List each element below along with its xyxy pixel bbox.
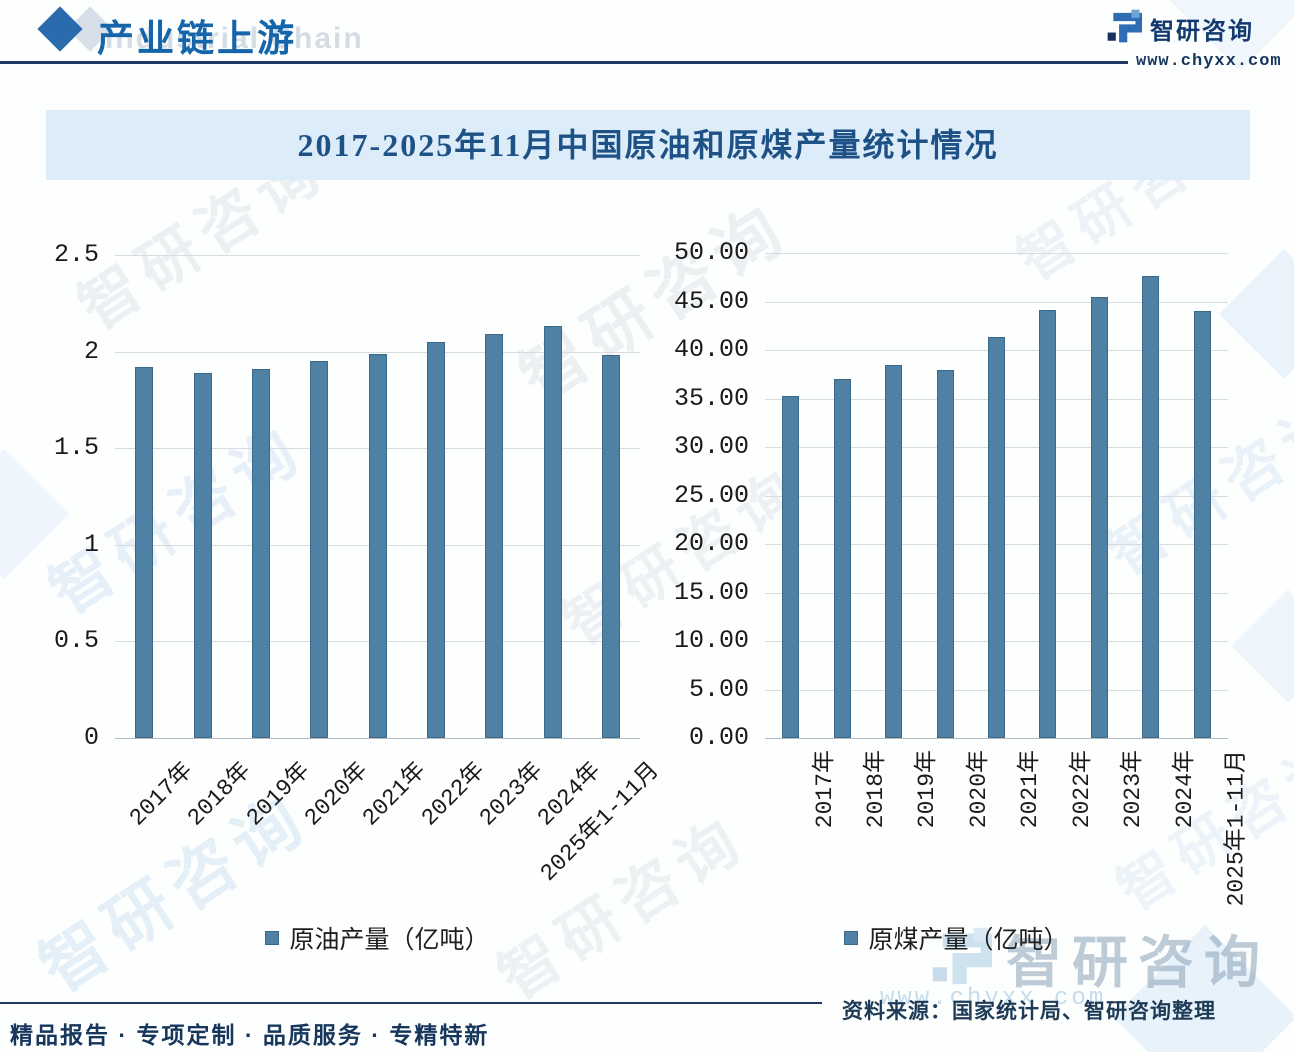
corner-decoration bbox=[0, 448, 70, 580]
x-axis-tick-label: 2025年1-11月 bbox=[1223, 750, 1250, 907]
footer-tagline: 精品报告 · 专项定制 · 品质服务 · 专精特新 bbox=[10, 1022, 490, 1048]
gridline bbox=[115, 255, 640, 256]
chart-title-banner: 2017-2025年11月中国原油和原煤产量统计情况 bbox=[46, 110, 1250, 180]
y-axis-tick-label: 2 bbox=[83, 336, 99, 366]
x-axis-tick-label: 2022年 bbox=[1068, 750, 1095, 829]
brand-watermark: 智研咨询 bbox=[487, 803, 759, 1013]
legend-marker bbox=[844, 931, 859, 945]
bar-raw-coal-production-2024年 bbox=[1142, 276, 1160, 738]
bar-crude-oil-production-2018年 bbox=[193, 372, 212, 738]
bar-raw-coal-production-2017年 bbox=[782, 395, 800, 738]
y-axis-tick-label: 0 bbox=[83, 722, 99, 752]
bar-crude-oil-production-2017年 bbox=[135, 367, 154, 738]
bar-raw-coal-production-2020年 bbox=[936, 370, 954, 738]
brand-logo-text: 智研咨询 bbox=[1150, 18, 1254, 45]
bar-raw-coal-production-2025年1-11月 bbox=[1193, 311, 1211, 738]
y-axis-tick-label: 35.00 bbox=[673, 383, 749, 413]
bar-raw-coal-production-2022年 bbox=[1039, 310, 1057, 738]
y-axis-tick-label: 1.5 bbox=[53, 433, 99, 463]
legend-label: 原煤产量（亿吨） bbox=[868, 926, 1069, 954]
x-axis-tick-label: 2023年 bbox=[474, 757, 549, 832]
x-axis-tick-label: 2022年 bbox=[416, 757, 490, 832]
brand-logo: 智研咨询 bbox=[1106, 8, 1254, 49]
x-axis-tick-label: 2017年 bbox=[124, 757, 199, 832]
y-axis-tick-label: 25.00 bbox=[673, 480, 749, 510]
x-axis-tick-label: 2020年 bbox=[299, 757, 374, 832]
footer-divider bbox=[0, 1002, 822, 1004]
y-axis-tick-label: 40.00 bbox=[673, 334, 749, 364]
bar-raw-coal-production-2021年 bbox=[988, 337, 1005, 738]
x-axis-tick-label: 2018年 bbox=[863, 750, 890, 829]
y-axis-tick-label: 20.00 bbox=[673, 528, 749, 558]
x-axis-tick-label: 2019年 bbox=[914, 750, 941, 829]
y-axis-tick-label: 0.5 bbox=[53, 626, 99, 656]
y-axis-tick-label: 30.00 bbox=[673, 431, 749, 461]
bar-crude-oil-production-2022年 bbox=[426, 341, 445, 738]
chart-title: 2017-2025年11月中国原油和原煤产量统计情况 bbox=[297, 127, 999, 163]
bar-crude-oil-production-2021年 bbox=[368, 353, 387, 738]
bar-crude-oil-production-2023年 bbox=[485, 334, 504, 738]
x-axis-tick-label: 2018年 bbox=[182, 757, 257, 832]
y-axis-tick-label: 5.00 bbox=[688, 674, 749, 704]
corner-decoration bbox=[1231, 589, 1294, 703]
gridline bbox=[115, 351, 640, 353]
crude-oil-chart-plot: 0 0.5 1 1.5 2 2.5 2017年 2018年 2019年 2020年 2021年 202… bbox=[54, 240, 665, 887]
y-axis-tick-label: 45.00 bbox=[673, 286, 749, 316]
y-axis-tick-label: 15.00 bbox=[673, 577, 749, 607]
legend-label: 原油产量（亿吨） bbox=[289, 926, 490, 954]
bar-raw-coal-production-2018年 bbox=[833, 379, 851, 738]
gridline bbox=[765, 738, 1228, 739]
gridline bbox=[765, 301, 1228, 303]
gridline bbox=[765, 253, 1228, 254]
x-axis-tick-label: 2017年 bbox=[811, 750, 838, 829]
header-watermark-text: Industrial Chain bbox=[105, 22, 364, 55]
diamond-icon bbox=[37, 6, 83, 52]
x-axis-tick-label: 2020年 bbox=[966, 750, 993, 829]
brand-logo-icon bbox=[1106, 8, 1144, 49]
x-axis-tick-label: 2021年 bbox=[1017, 750, 1044, 829]
bar-crude-oil-production-2020年 bbox=[310, 361, 329, 738]
corner-decoration bbox=[1218, 248, 1294, 380]
gridline bbox=[115, 738, 640, 739]
header-divider bbox=[0, 61, 1128, 64]
y-axis-tick-label: 1 bbox=[83, 529, 99, 559]
y-axis-tick-label: 2.5 bbox=[53, 239, 99, 269]
bar-raw-coal-production-2019年 bbox=[885, 364, 903, 738]
bar-crude-oil-production-2019年 bbox=[251, 369, 270, 738]
legend-raw-coal: 原煤产量（亿吨） bbox=[725, 920, 1188, 956]
y-axis-tick-label: 0.00 bbox=[688, 722, 749, 752]
x-axis-tick-label: 2023年 bbox=[1120, 750, 1147, 829]
page-title: 产业链上游 bbox=[97, 18, 297, 59]
legend-crude-oil: 原油产量（亿吨） bbox=[115, 920, 640, 956]
x-axis-tick-label: 2021年 bbox=[357, 757, 432, 832]
raw-coal-chart-plot: 0.00 5.00 10.00 15.00 20.00 25.00 30.00 35.00 40… bbox=[674, 238, 1249, 907]
y-axis-tick-label: 10.00 bbox=[673, 625, 749, 655]
bar-crude-oil-production-2024年 bbox=[543, 326, 562, 738]
y-axis-tick-label: 50.00 bbox=[673, 237, 749, 267]
legend-marker bbox=[265, 931, 280, 945]
x-axis-tick-label: 2019年 bbox=[241, 757, 315, 832]
data-source-note: 资料来源：国家统计局、智研咨询整理 bbox=[842, 1000, 1216, 1023]
bar-raw-coal-production-2023年 bbox=[1090, 296, 1108, 738]
bar-crude-oil-production-2025年1-11月 bbox=[601, 355, 620, 738]
x-axis-tick-label: 2024年 bbox=[1171, 750, 1198, 829]
website-url[interactable]: www.chyxx.com bbox=[1136, 52, 1282, 71]
